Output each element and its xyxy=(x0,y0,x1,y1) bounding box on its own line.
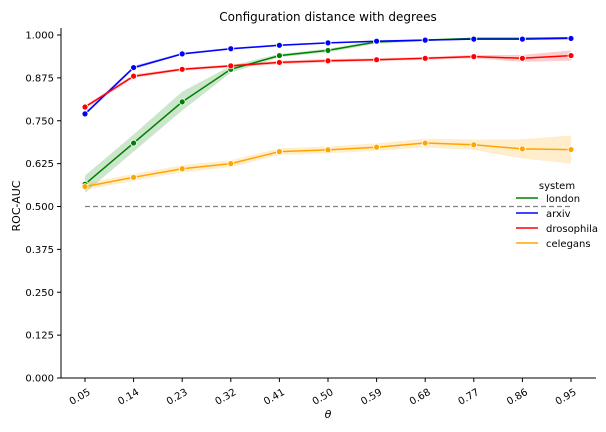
point-drosophila-4 xyxy=(275,59,283,66)
point-drosophila-6 xyxy=(373,56,381,64)
x-tick-label-9: 0.86 xyxy=(505,387,530,408)
band-celegans xyxy=(85,135,571,190)
x-tick-label-10: 0.95 xyxy=(554,387,579,408)
point-arxiv-4 xyxy=(275,41,283,49)
point-arxiv-6 xyxy=(373,37,381,45)
point-arxiv-7 xyxy=(421,36,429,44)
point-drosophila-3 xyxy=(227,62,235,70)
point-drosophila-2 xyxy=(178,65,186,73)
point-celegans-6 xyxy=(373,143,381,151)
x-tick-label-8: 0.77 xyxy=(457,387,482,408)
legend: system london arxiv drosophila celegans xyxy=(516,181,598,250)
x-tick-label-0: 0.05 xyxy=(68,387,93,408)
chart-title: Configuration distance with degrees xyxy=(219,10,436,24)
point-london-5 xyxy=(324,47,332,54)
point-drosophila-0 xyxy=(81,103,89,111)
y-tick-label-0: 0.000 xyxy=(25,374,54,385)
y-tick-label-7: 0.875 xyxy=(25,73,54,84)
legend-label-celegans: celegans xyxy=(546,239,591,250)
y-axis-title: ROC-AUC xyxy=(10,180,23,231)
point-arxiv-0 xyxy=(81,110,89,118)
y-tick-label-8: 1.000 xyxy=(25,31,54,42)
y-tick-label-4: 0.500 xyxy=(25,202,54,213)
x-tick-label-3: 0.32 xyxy=(214,387,239,408)
point-celegans-8 xyxy=(470,141,478,149)
legend-label-drosophila: drosophila xyxy=(546,224,598,235)
series-points xyxy=(81,34,575,191)
x-tick-label-6: 0.59 xyxy=(359,387,384,408)
point-celegans-0 xyxy=(81,183,89,191)
point-arxiv-8 xyxy=(470,35,478,43)
point-arxiv-3 xyxy=(227,45,235,53)
point-drosophila-9 xyxy=(519,54,526,62)
y-tick-label-5: 0.625 xyxy=(25,159,54,170)
point-drosophila-8 xyxy=(470,53,478,61)
point-drosophila-7 xyxy=(421,54,429,62)
axes: 0.000 0.125 0.250 0.375 0.500 0.625 0.750 0.875… xyxy=(25,28,596,408)
y-tick-label-6: 0.750 xyxy=(25,116,54,127)
point-celegans-9 xyxy=(519,145,526,153)
point-drosophila-1 xyxy=(130,72,138,80)
point-celegans-3 xyxy=(227,160,235,168)
y-tick-label-3: 0.375 xyxy=(25,245,54,256)
point-london-4 xyxy=(275,52,283,59)
point-london-2 xyxy=(178,98,186,106)
point-celegans-10 xyxy=(567,146,575,153)
x-tick-label-5: 0.50 xyxy=(311,387,336,408)
y-tick-label-1: 0.125 xyxy=(25,331,54,342)
point-arxiv-10 xyxy=(567,35,575,42)
legend-label-london: london xyxy=(546,194,580,205)
point-arxiv-5 xyxy=(324,39,332,47)
legend-label-arxiv: arxiv xyxy=(546,209,571,220)
point-arxiv-9 xyxy=(519,35,526,43)
x-tick-label-7: 0.68 xyxy=(408,387,433,408)
x-axis-title: θ xyxy=(325,408,332,421)
point-celegans-5 xyxy=(324,146,332,154)
point-drosophila-10 xyxy=(567,52,575,59)
point-drosophila-5 xyxy=(324,57,332,65)
point-celegans-1 xyxy=(130,173,138,181)
x-tick-label-4: 0.41 xyxy=(262,387,287,408)
point-arxiv-2 xyxy=(178,50,186,58)
point-arxiv-1 xyxy=(130,64,138,71)
point-celegans-4 xyxy=(275,148,283,156)
point-london-1 xyxy=(130,139,138,147)
legend-title: system xyxy=(539,181,575,192)
point-celegans-2 xyxy=(178,165,186,173)
y-tick-label-2: 0.250 xyxy=(25,288,54,299)
point-celegans-7 xyxy=(421,139,429,147)
x-tick-label-1: 0.14 xyxy=(116,387,141,408)
x-tick-label-2: 0.23 xyxy=(165,387,190,408)
